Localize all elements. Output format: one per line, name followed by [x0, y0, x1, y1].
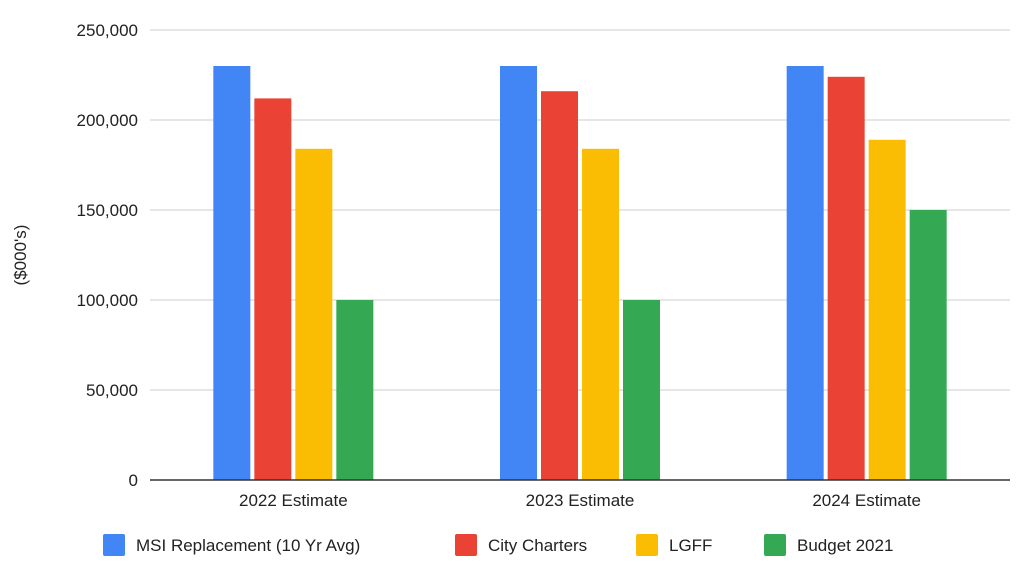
- bar: [541, 91, 578, 480]
- y-tick-label: 200,000: [77, 111, 138, 130]
- x-tick-label: 2023 Estimate: [526, 491, 635, 510]
- y-tick-label: 0: [129, 471, 138, 490]
- bar: [582, 148, 619, 481]
- bars: [213, 66, 947, 481]
- y-tick-label: 150,000: [77, 201, 138, 220]
- gridlines: [150, 29, 1010, 391]
- bar: [500, 66, 537, 480]
- bar: [336, 300, 374, 480]
- y-tick-label: 50,000: [86, 381, 138, 400]
- x-tick-label: 2022 Estimate: [239, 491, 348, 510]
- y-axis-ticks: 0 50,000 100,000 150,000 200,000 250,000: [77, 21, 138, 490]
- bar: [909, 210, 947, 480]
- legend-label: LGFF: [669, 536, 712, 555]
- legend-swatch: [455, 534, 477, 556]
- legend-swatch: [636, 534, 658, 556]
- bar: [254, 98, 292, 481]
- x-tick-label: 2024 Estimate: [812, 491, 921, 510]
- y-tick-label: 100,000: [77, 291, 138, 310]
- legend-label: Budget 2021: [797, 536, 893, 555]
- legend-label: MSI Replacement (10 Yr Avg): [136, 536, 360, 555]
- bar: [295, 148, 333, 481]
- bar: [827, 76, 865, 481]
- legend-swatch: [764, 534, 786, 556]
- legend: MSI Replacement (10 Yr Avg) City Charters…: [103, 534, 893, 556]
- legend-swatch: [103, 534, 125, 556]
- bar: [213, 66, 251, 480]
- y-axis-title: ($000's): [11, 225, 30, 286]
- bar: [868, 139, 906, 481]
- x-axis-ticks: 2022 Estimate 2023 Estimate 2024 Estimate: [239, 491, 921, 510]
- legend-label: City Charters: [488, 536, 587, 555]
- y-tick-label: 250,000: [77, 21, 138, 40]
- bar: [623, 300, 660, 480]
- bar: [786, 66, 824, 480]
